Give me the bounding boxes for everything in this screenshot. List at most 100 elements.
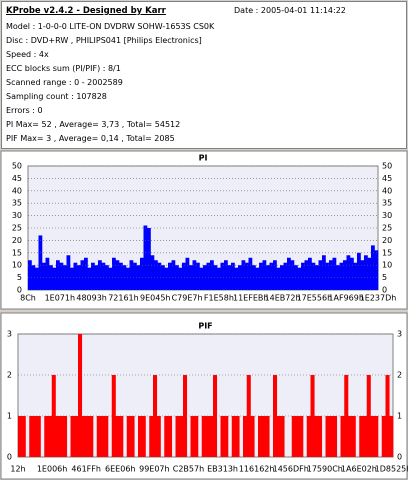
x-tick-label: F1E58h bbox=[204, 294, 234, 303]
bar bbox=[78, 334, 83, 457]
bar bbox=[370, 416, 375, 457]
bar bbox=[168, 416, 173, 457]
bar bbox=[194, 416, 199, 457]
bar bbox=[329, 260, 333, 290]
bar bbox=[250, 416, 255, 457]
bar bbox=[38, 235, 43, 290]
bar bbox=[276, 267, 281, 290]
bar bbox=[248, 257, 253, 290]
bar bbox=[175, 416, 180, 457]
bar bbox=[343, 260, 347, 290]
y2-tick-label: 2 bbox=[397, 371, 402, 380]
pif-chart: PIF 0 0 1 1 2 2 3 3 12h 1E006h 461FFh 6EE06h 99E07h C2… bbox=[0, 312, 408, 480]
bar bbox=[359, 416, 364, 457]
bar bbox=[119, 262, 123, 290]
info-line: ECC blocks sum (PI/PIF) : 8/1 bbox=[6, 64, 121, 73]
bar bbox=[346, 255, 351, 290]
x-tick-label: 116162h bbox=[239, 465, 275, 474]
x-tick-label: C79E7h bbox=[172, 294, 203, 303]
bar bbox=[261, 416, 266, 457]
bar bbox=[143, 225, 148, 290]
bar bbox=[115, 416, 120, 457]
bar bbox=[136, 265, 141, 290]
bar bbox=[371, 245, 375, 290]
bar bbox=[241, 260, 246, 290]
x-tick-label: 1E006h bbox=[37, 465, 67, 474]
chart-title: PI bbox=[199, 154, 208, 163]
bar bbox=[192, 260, 197, 290]
y2-tick-label: 35 bbox=[382, 199, 392, 208]
bar bbox=[182, 262, 186, 290]
bar bbox=[246, 375, 251, 457]
bar bbox=[150, 255, 155, 290]
info-line: PIF Max= 3 , Average= 0,14 , Total= 2085 bbox=[6, 134, 175, 143]
bar bbox=[220, 262, 225, 290]
bar bbox=[283, 262, 288, 290]
bar bbox=[164, 267, 169, 290]
bar bbox=[42, 262, 46, 290]
bar bbox=[126, 416, 131, 457]
bar bbox=[238, 265, 242, 290]
bar bbox=[374, 416, 379, 457]
bar bbox=[314, 416, 319, 457]
x-tick-label: 9E045h bbox=[140, 294, 170, 303]
bar bbox=[295, 416, 300, 457]
bar bbox=[266, 265, 270, 290]
x-tick-label: 1D8525h bbox=[375, 465, 408, 474]
bar bbox=[70, 416, 75, 457]
y-tick-label: 40 bbox=[12, 186, 22, 195]
info-line: Sampling count : 107828 bbox=[6, 92, 107, 101]
bar bbox=[220, 416, 225, 457]
bar bbox=[209, 416, 214, 457]
bar bbox=[206, 262, 211, 290]
bar bbox=[301, 262, 305, 290]
bar bbox=[70, 267, 74, 290]
bar bbox=[52, 267, 57, 290]
bar bbox=[287, 257, 291, 290]
x-tick-label: 8Ch bbox=[20, 294, 36, 303]
y-tick-label: 0 bbox=[7, 453, 12, 462]
bar bbox=[353, 262, 358, 290]
y-tick-label: 35 bbox=[12, 199, 22, 208]
y-tick-label: 15 bbox=[12, 248, 22, 257]
x-tick-label: 1456DFh bbox=[273, 465, 309, 474]
bar bbox=[157, 262, 162, 290]
bar bbox=[339, 262, 344, 290]
bar bbox=[213, 265, 218, 290]
bar bbox=[87, 267, 92, 290]
y-tick-label: 25 bbox=[12, 224, 22, 233]
bar bbox=[59, 262, 64, 290]
bar bbox=[33, 416, 38, 457]
bar bbox=[231, 262, 235, 290]
bar bbox=[291, 416, 296, 457]
info-line: Model : 1-0-0-0 LITE-ON DVDRW SOHW-1653S… bbox=[6, 22, 215, 31]
bar bbox=[80, 260, 85, 290]
bar bbox=[259, 262, 263, 290]
bar bbox=[168, 262, 172, 290]
pi-chart: PI 0 0 5 5 10 10 15 15 20 20 25 25 30 30 35 35 40 40 45 45 50… bbox=[0, 150, 408, 310]
bar bbox=[178, 267, 183, 290]
x-tick-label: 1A6E02h bbox=[341, 465, 377, 474]
bar bbox=[217, 267, 221, 290]
bar bbox=[306, 416, 311, 457]
y-tick-label: 3 bbox=[7, 330, 12, 339]
y-tick-label: 30 bbox=[12, 211, 22, 220]
x-tick-label: 99E07h bbox=[139, 465, 169, 474]
bar bbox=[164, 416, 169, 457]
y2-tick-label: 20 bbox=[382, 236, 392, 245]
bar bbox=[304, 260, 309, 290]
x-tick-label: 72161h bbox=[108, 294, 139, 303]
bar bbox=[91, 262, 95, 290]
y-tick-label: 10 bbox=[12, 261, 22, 270]
bar bbox=[367, 257, 372, 290]
bar bbox=[364, 255, 368, 290]
x-tick-label: C2B57h bbox=[173, 465, 204, 474]
bar bbox=[94, 265, 99, 290]
bar bbox=[18, 416, 23, 457]
bar bbox=[111, 375, 116, 457]
bar bbox=[77, 265, 81, 290]
y2-tick-label: 3 bbox=[397, 330, 402, 339]
bar bbox=[363, 416, 368, 457]
y2-tick-label: 40 bbox=[382, 186, 392, 195]
bar bbox=[101, 262, 106, 290]
